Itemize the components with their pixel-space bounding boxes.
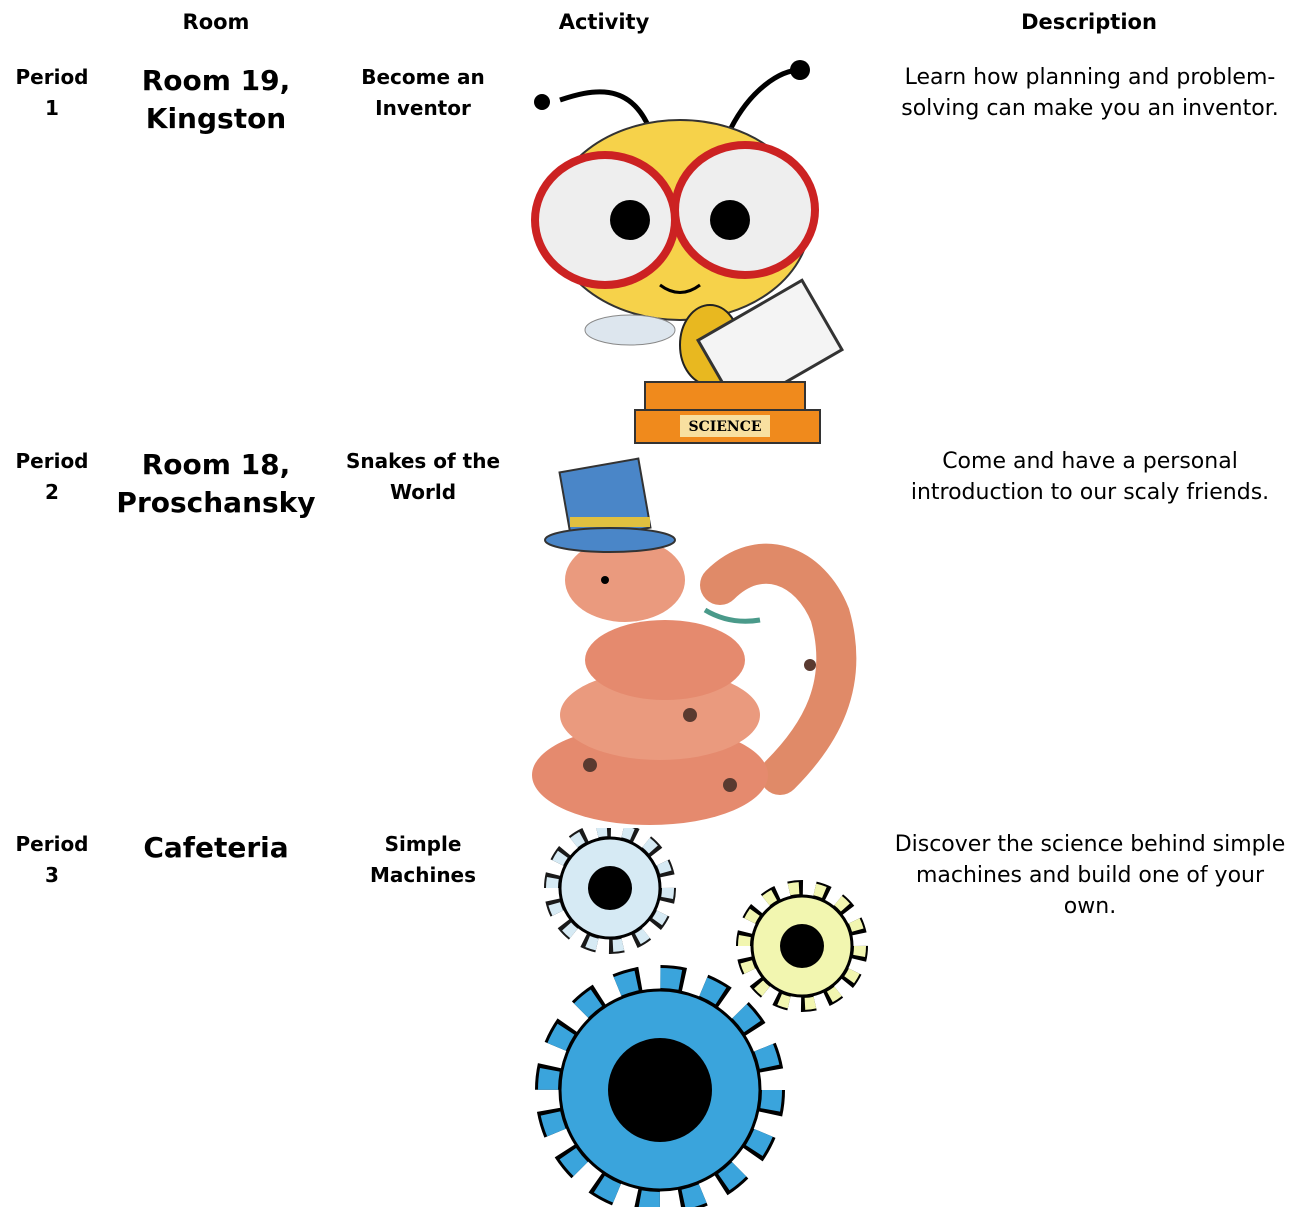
activity: Simple Machines <box>369 832 477 887</box>
activity: Become an Inventor <box>361 65 485 120</box>
description: Discover the science behind simple machi… <box>894 832 1286 919</box>
header-room: Room <box>182 10 250 34</box>
header-description: Description <box>1021 10 1157 34</box>
gears-illustration <box>535 828 868 1207</box>
period: Period 1 <box>15 65 89 120</box>
period: Period 2 <box>15 449 89 504</box>
room: Room 18, Proschansky <box>116 448 316 519</box>
header-activity: Activity <box>558 10 650 34</box>
room: Room 19, Kingston <box>141 64 291 135</box>
description: Come and have a personal introduction to… <box>910 449 1270 505</box>
svg-text:SCIENCE: SCIENCE <box>688 419 761 435</box>
activity: Snakes of the World <box>345 449 501 504</box>
snake-illustration <box>532 457 857 825</box>
bee-illustration: SCIENCE <box>531 60 845 444</box>
period: Period 3 <box>15 832 89 887</box>
room: Cafeteria <box>143 831 289 864</box>
description: Learn how planning and problem-solving c… <box>901 65 1279 121</box>
